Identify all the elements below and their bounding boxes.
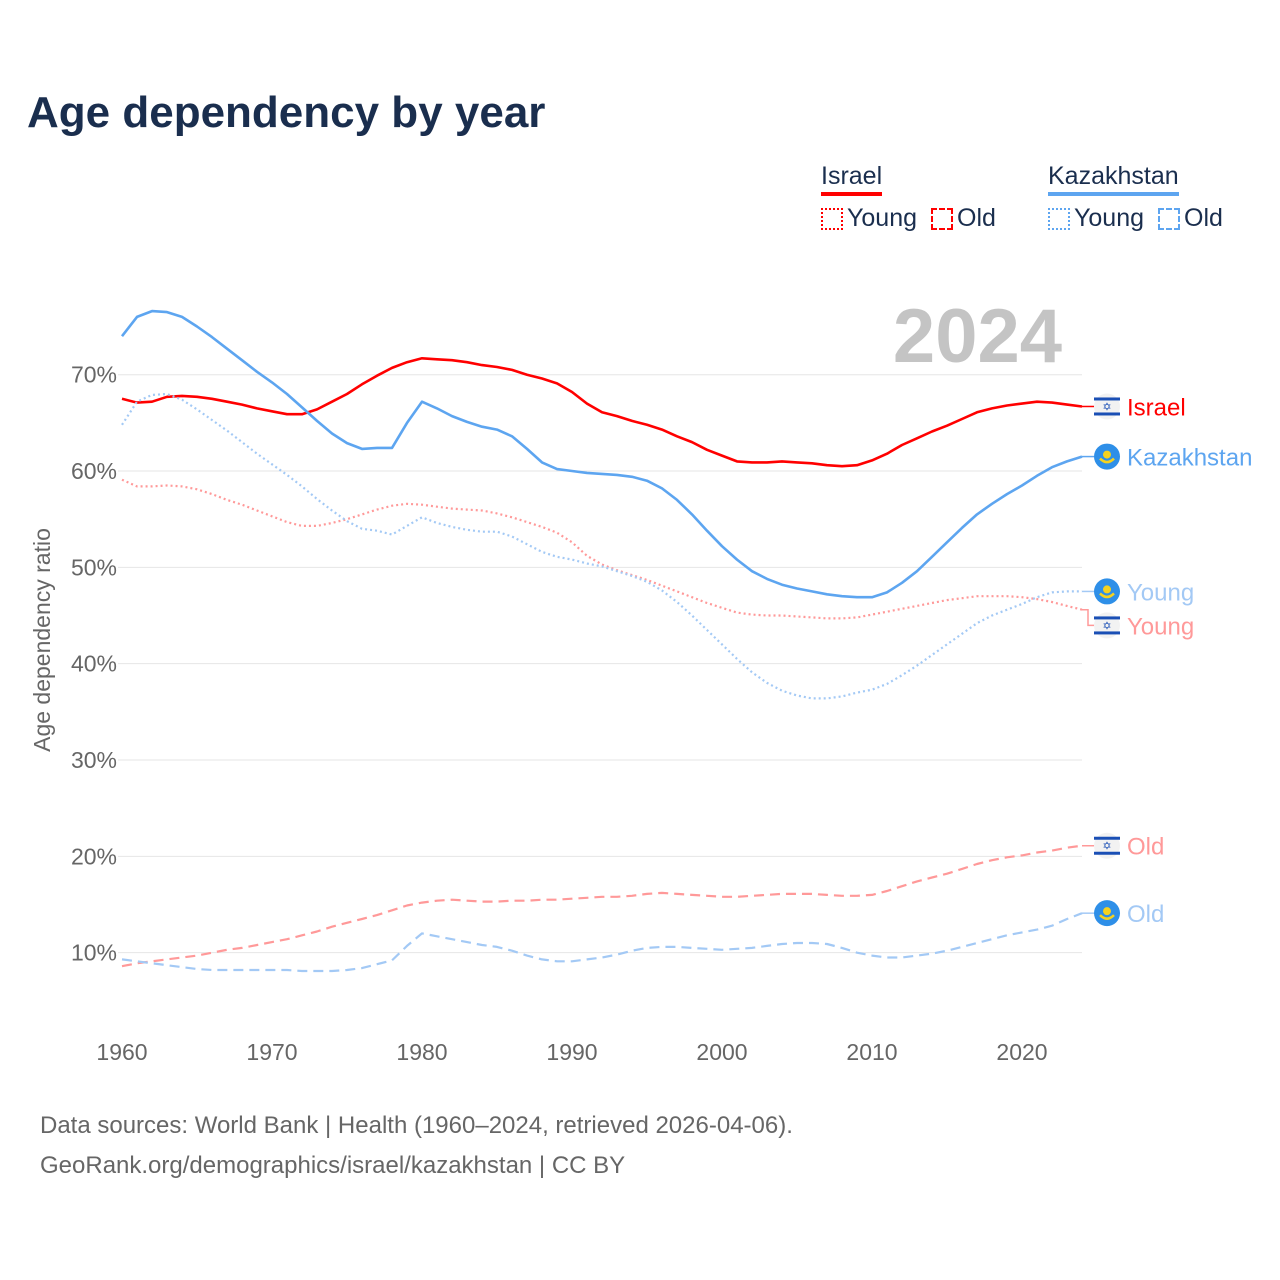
eagle-icon — [1099, 592, 1115, 599]
flag-stripe — [1094, 412, 1120, 416]
israel-flag-icon: ✡ — [1094, 393, 1120, 420]
legend-label: Old — [957, 204, 996, 232]
end-label-text: Old — [1127, 901, 1164, 928]
year-watermark: 2024 — [893, 294, 1062, 379]
dotted-swatch-icon — [1048, 207, 1070, 230]
y-tick-label: 40% — [71, 651, 117, 677]
legend-item-kazakhstan-young[interactable]: Young — [1048, 204, 1144, 233]
flag-stripe — [1094, 836, 1120, 840]
chart-plot: 2024 Age dependency ratio 10% 20% 30% 40% 50… — [29, 294, 1252, 1065]
legend-label: Young — [1074, 204, 1144, 232]
legend-label: Young — [847, 204, 917, 232]
legend-kazakhstan: Kazakhstan Young Old — [1048, 162, 1223, 233]
flag-stripe — [1094, 851, 1120, 855]
end-label-text: Israel — [1127, 394, 1186, 421]
sun-icon — [1103, 585, 1111, 594]
chart-title: Age dependency by year — [27, 88, 546, 137]
y-tick-label: 10% — [71, 940, 117, 966]
end-label-israel-young[interactable]: ✡ Young — [1082, 608, 1194, 641]
eagle-icon — [1099, 914, 1115, 920]
end-label-israel[interactable]: ✡ Israel — [1082, 393, 1186, 421]
series-line-israel — [121, 356, 1083, 468]
end-label-kazakhstan-young[interactable]: Young — [1082, 578, 1194, 606]
end-label-kazakhstan-old[interactable]: Old — [1082, 900, 1164, 928]
y-axis-label: Age dependency ratio — [29, 528, 55, 752]
star-of-david-icon: ✡ — [1102, 400, 1111, 413]
y-tick-label: 20% — [71, 843, 117, 869]
sources-line-1: Data sources: World Bank | Health (1960–… — [40, 1112, 793, 1139]
end-label-text: Young — [1127, 579, 1194, 606]
israel-flag-icon: ✡ — [1094, 832, 1120, 859]
end-label-text: Old — [1127, 834, 1164, 861]
sun-icon — [1103, 450, 1111, 459]
sun-icon — [1103, 907, 1111, 916]
dashed-swatch-icon — [931, 207, 953, 230]
eagle-icon — [1099, 457, 1115, 464]
sources-line-2[interactable]: GeoRank.org/demographics/israel/kazakhst… — [40, 1152, 626, 1179]
dashed-swatch-icon — [1158, 207, 1180, 230]
x-tick-label: 1960 — [96, 1039, 147, 1065]
x-tick-label: 2010 — [846, 1039, 897, 1065]
sources: Data sources: World Bank | Health (1960–… — [40, 1106, 793, 1186]
series-line-kazakhstan — [120, 309, 1083, 599]
kazakhstan-flag-icon — [1094, 578, 1120, 605]
end-label-kazakhstan[interactable]: Kazakhstan — [1082, 443, 1252, 472]
x-tick-label: 1970 — [246, 1039, 297, 1065]
kazakhstan-flag-icon — [1094, 443, 1120, 470]
x-tick-label: 2000 — [696, 1039, 747, 1065]
legend-israel: Israel Young Old — [821, 162, 996, 233]
end-label-text: Kazakhstan — [1127, 445, 1252, 472]
x-tick-label: 1980 — [396, 1039, 447, 1065]
x-tick-label: 2020 — [996, 1039, 1047, 1065]
kazakhstan-flag-icon — [1094, 900, 1120, 927]
x-tick-label: 1990 — [546, 1039, 597, 1065]
star-of-david-icon: ✡ — [1102, 840, 1111, 853]
series-line-kazakhstan-young — [121, 392, 1082, 700]
legend-item-israel-young[interactable]: Young — [821, 204, 917, 233]
y-tick-label: 30% — [71, 747, 117, 773]
legend-item-israel-old[interactable]: Old — [931, 204, 996, 233]
legend-country-israel: Israel — [821, 162, 883, 196]
dotted-swatch-icon — [821, 207, 843, 230]
end-label-israel-old[interactable]: ✡ Old — [1082, 832, 1164, 861]
end-label-text: Young — [1127, 613, 1194, 640]
flag-stripe — [1094, 631, 1120, 635]
legend-label: Old — [1184, 204, 1223, 232]
legend-country-kazakhstan: Kazakhstan — [1048, 162, 1179, 196]
label-connector — [1082, 608, 1094, 627]
y-tick-label: 60% — [71, 458, 117, 484]
y-tick-label: 50% — [71, 554, 117, 580]
legend-item-kazakhstan-old[interactable]: Old — [1158, 204, 1223, 233]
flag-stripe — [1094, 616, 1120, 620]
series-line-israel-young — [121, 478, 1083, 620]
series-line-israel-old — [121, 844, 1083, 968]
y-tick-label: 70% — [71, 362, 117, 388]
series-line-kazakhstan-old — [121, 912, 1083, 973]
star-of-david-icon: ✡ — [1102, 619, 1111, 632]
flag-stripe — [1094, 397, 1120, 401]
israel-flag-icon: ✡ — [1094, 612, 1120, 639]
